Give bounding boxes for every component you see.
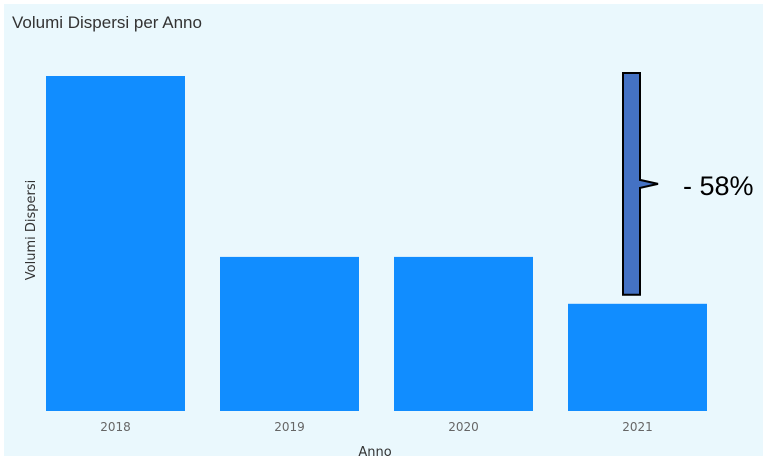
reduction-label: - 58% [683, 171, 754, 201]
x-tick-label-2021: 2021 [622, 420, 653, 434]
x-tick-labels: 2018 2019 2020 2021 [100, 420, 653, 434]
x-tick-label-2019: 2019 [274, 420, 305, 434]
chart-title: Volumi Dispersi per Anno [12, 13, 202, 32]
x-tick-label-2018: 2018 [100, 420, 131, 434]
bars-group [46, 76, 707, 411]
y-axis-title: Volumi Dispersi [24, 180, 39, 280]
reduction-annotation: - 58% [622, 72, 754, 296]
bar-2019[interactable] [220, 256, 359, 411]
bar-2021[interactable] [568, 303, 707, 411]
x-axis-title: Anno [358, 445, 391, 460]
reduction-bracket [622, 72, 659, 296]
bar-2018[interactable] [46, 76, 185, 411]
x-tick-label-2020: 2020 [448, 420, 479, 434]
bar-2020[interactable] [394, 256, 533, 411]
